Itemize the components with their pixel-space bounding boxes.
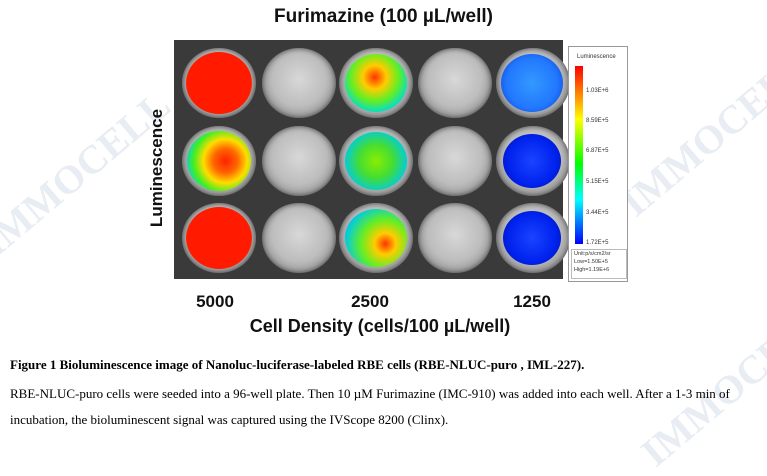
well-empty [262, 126, 336, 196]
well-1250-row3 [496, 203, 570, 273]
legend-tick: 3.44E+5 [586, 210, 609, 216]
well-2500-row2 [339, 126, 413, 196]
legend-tick: 6.87E+5 [586, 148, 609, 154]
signal-spot [501, 54, 563, 112]
legend-unit: Unit:p/s/cm2/sr [574, 251, 611, 257]
caption-title: Figure 1 Bioluminescence image of Nanolu… [10, 357, 585, 372]
figure-title: Furimazine (100 µL/well) [274, 6, 493, 27]
legend-low: Low=1.50E+5 [574, 259, 608, 265]
well-plate-image [174, 40, 570, 279]
signal-spot [345, 54, 407, 112]
signal-spot [503, 134, 561, 188]
well-empty [418, 126, 492, 196]
x-axis-label: Cell Density (cells/100 µL/well) [249, 316, 511, 336]
y-axis-label: Luminescence [147, 108, 166, 228]
x-tick-2500: 2500 [351, 292, 389, 311]
legend-high: High=1.19E+6 [574, 267, 610, 273]
legend-info: Unit:p/s/cm2/sr Low=1.50E+5 High=1.19E+6 [571, 249, 627, 279]
watermark: IMMOCELL [612, 41, 767, 226]
well-2500-row3 [339, 203, 413, 273]
signal-spot [345, 209, 407, 267]
well-empty [262, 48, 336, 118]
legend-tick: 8.59E+5 [586, 118, 609, 124]
well-2500-row1 [339, 48, 413, 118]
luminescence-legend: Luminescence 1.03E+6 8.59E+5 6.87E+5 5.1… [568, 46, 628, 282]
well-empty [418, 48, 492, 118]
caption-body: RBE-NLUC-puro cells were seeded into a 9… [10, 386, 730, 427]
well-5000-row3 [182, 203, 256, 273]
well-1250-row1 [496, 48, 570, 118]
legend-tick: 1.03E+6 [586, 88, 609, 94]
signal-spot [187, 131, 251, 191]
legend-colorbar [575, 66, 583, 244]
signal-spot [503, 211, 561, 265]
well-5000-row1 [182, 48, 256, 118]
well-empty [262, 203, 336, 273]
legend-tick: 5.15E+5 [586, 179, 609, 185]
signal-spot [345, 132, 407, 190]
legend-title: Luminescence [577, 54, 616, 60]
x-tick-5000: 5000 [196, 292, 234, 311]
well-5000-row2 [182, 126, 256, 196]
well-empty [418, 203, 492, 273]
well-1250-row2 [496, 126, 570, 196]
signal-spot [186, 207, 252, 269]
legend-tick: 1.72E+5 [586, 240, 609, 246]
x-tick-1250: 1250 [513, 292, 551, 311]
signal-spot [186, 52, 252, 114]
